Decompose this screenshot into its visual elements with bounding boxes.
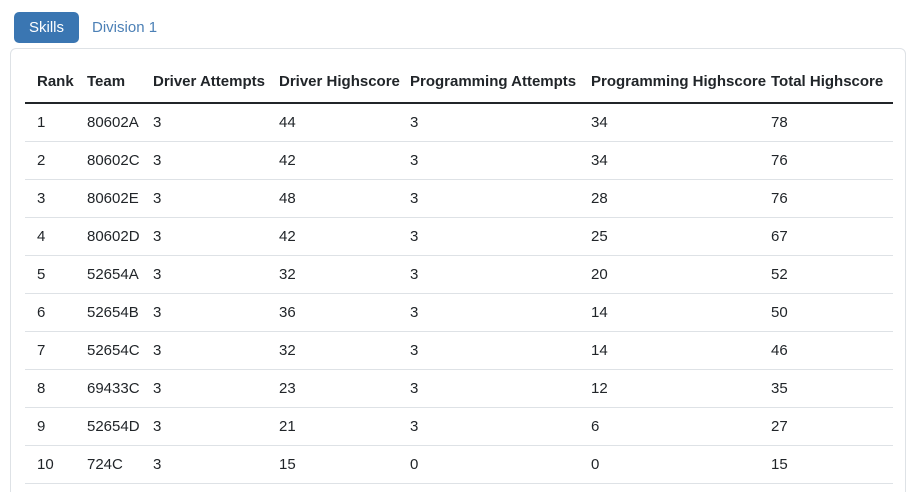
table-cell: 3	[141, 445, 267, 484]
table-cell: 9	[25, 407, 75, 446]
table-cell: 3	[398, 141, 579, 180]
table-cell: 34	[579, 103, 759, 142]
table-body: 1 80602A 3 44 3 34 78 2 80602C 3 42 3 34 76 3 80602E 3 48…	[25, 103, 893, 484]
table-cell: 50	[759, 293, 893, 332]
table-cell: 0	[398, 445, 579, 484]
table-cell: 48	[267, 179, 398, 218]
table-cell: 724C	[75, 445, 141, 484]
table-cell: 4	[25, 217, 75, 256]
skills-table-card: Rank Team Driver Attempts Driver Highsco…	[10, 48, 906, 492]
table-cell: 78	[759, 103, 893, 142]
table-cell: 3	[398, 369, 579, 408]
table-cell: 8	[25, 369, 75, 408]
table-cell: 36	[267, 293, 398, 332]
table-cell: 35	[759, 369, 893, 408]
table-cell: 42	[267, 141, 398, 180]
table-cell: 80602C	[75, 141, 141, 180]
column-header-total-highscore: Total Highscore	[759, 61, 893, 104]
table-cell: 3	[141, 179, 267, 218]
column-header-team: Team	[75, 61, 141, 104]
skills-table: Rank Team Driver Attempts Driver Highsco…	[25, 61, 893, 484]
table-cell: 32	[267, 255, 398, 294]
table-cell: 3	[141, 103, 267, 142]
table-cell: 23	[267, 369, 398, 408]
table-cell: 3	[398, 293, 579, 332]
table-cell: 3	[141, 141, 267, 180]
table-cell: 52654C	[75, 331, 141, 370]
table-row: 5 52654A 3 32 3 20 52	[25, 255, 893, 294]
table-cell: 32	[267, 331, 398, 370]
table-cell: 0	[579, 445, 759, 484]
table-cell: 2	[25, 141, 75, 180]
table-header-row: Rank Team Driver Attempts Driver Highsco…	[25, 61, 893, 104]
table-cell: 3	[398, 407, 579, 446]
table-cell: 14	[579, 331, 759, 370]
column-header-programming-highscore: Programming Highscore	[579, 61, 766, 104]
table-cell: 3	[398, 217, 579, 256]
table-cell: 12	[579, 369, 759, 408]
table-cell: 3	[141, 255, 267, 294]
table-cell: 52654B	[75, 293, 141, 332]
table-row: 4 80602D 3 42 3 25 67	[25, 217, 893, 256]
table-cell: 3	[141, 369, 267, 408]
table-cell: 3	[398, 179, 579, 218]
table-row: 10 724C 3 15 0 0 15	[25, 445, 893, 484]
table-cell: 27	[759, 407, 893, 446]
table-cell: 3	[398, 255, 579, 294]
table-cell: 25	[579, 217, 759, 256]
table-cell: 28	[579, 179, 759, 218]
table-cell: 3	[141, 293, 267, 332]
table-cell: 42	[267, 217, 398, 256]
table-cell: 20	[579, 255, 759, 294]
table-cell: 76	[759, 179, 893, 218]
table-cell: 7	[25, 331, 75, 370]
table-cell: 3	[141, 407, 267, 446]
table-cell: 80602D	[75, 217, 141, 256]
table-cell: 1	[25, 103, 75, 142]
table-cell: 80602E	[75, 179, 141, 218]
table-cell: 46	[759, 331, 893, 370]
table-row: 8 69433C 3 23 3 12 35	[25, 369, 893, 408]
table-cell: 15	[267, 445, 398, 484]
table-cell: 3	[398, 331, 579, 370]
tab-skills[interactable]: Skills	[14, 12, 80, 43]
table-cell: 5	[25, 255, 75, 294]
table-cell: 69433C	[75, 369, 141, 408]
table-cell: 44	[267, 103, 398, 142]
table-cell: 6	[579, 407, 759, 446]
table-row: 6 52654B 3 36 3 14 50	[25, 293, 893, 332]
table-header: Rank Team Driver Attempts Driver Highsco…	[25, 61, 893, 104]
table-cell: 52654A	[75, 255, 141, 294]
table-cell: 6	[25, 293, 75, 332]
table-row: 7 52654C 3 32 3 14 46	[25, 331, 893, 370]
table-cell: 21	[267, 407, 398, 446]
table-cell: 34	[579, 141, 759, 180]
table-cell: 15	[759, 445, 893, 484]
table-row: 1 80602A 3 44 3 34 78	[25, 103, 893, 142]
table-cell: 52	[759, 255, 893, 294]
table-row: 9 52654D 3 21 3 6 27	[25, 407, 893, 446]
table-cell: 67	[759, 217, 893, 256]
column-header-programming-attempts: Programming Attempts	[398, 61, 579, 104]
table-cell: 10	[25, 445, 75, 484]
tab-bar: Skills Division 1	[14, 12, 916, 43]
table-row: 3 80602E 3 48 3 28 76	[25, 179, 893, 218]
table-cell: 14	[579, 293, 759, 332]
table-cell: 76	[759, 141, 893, 180]
column-header-rank: Rank	[25, 61, 75, 104]
tab-division-1[interactable]: Division 1	[92, 19, 158, 36]
table-cell: 3	[141, 331, 267, 370]
table-cell: 80602A	[75, 103, 141, 142]
table-cell: 52654D	[75, 407, 141, 446]
table-cell: 3	[141, 217, 267, 256]
table-cell: 3	[398, 103, 579, 142]
table-cell: 3	[25, 179, 75, 218]
column-header-driver-highscore: Driver Highscore	[267, 61, 400, 104]
column-header-driver-attempts: Driver Attempts	[141, 61, 267, 104]
table-row: 2 80602C 3 42 3 34 76	[25, 141, 893, 180]
